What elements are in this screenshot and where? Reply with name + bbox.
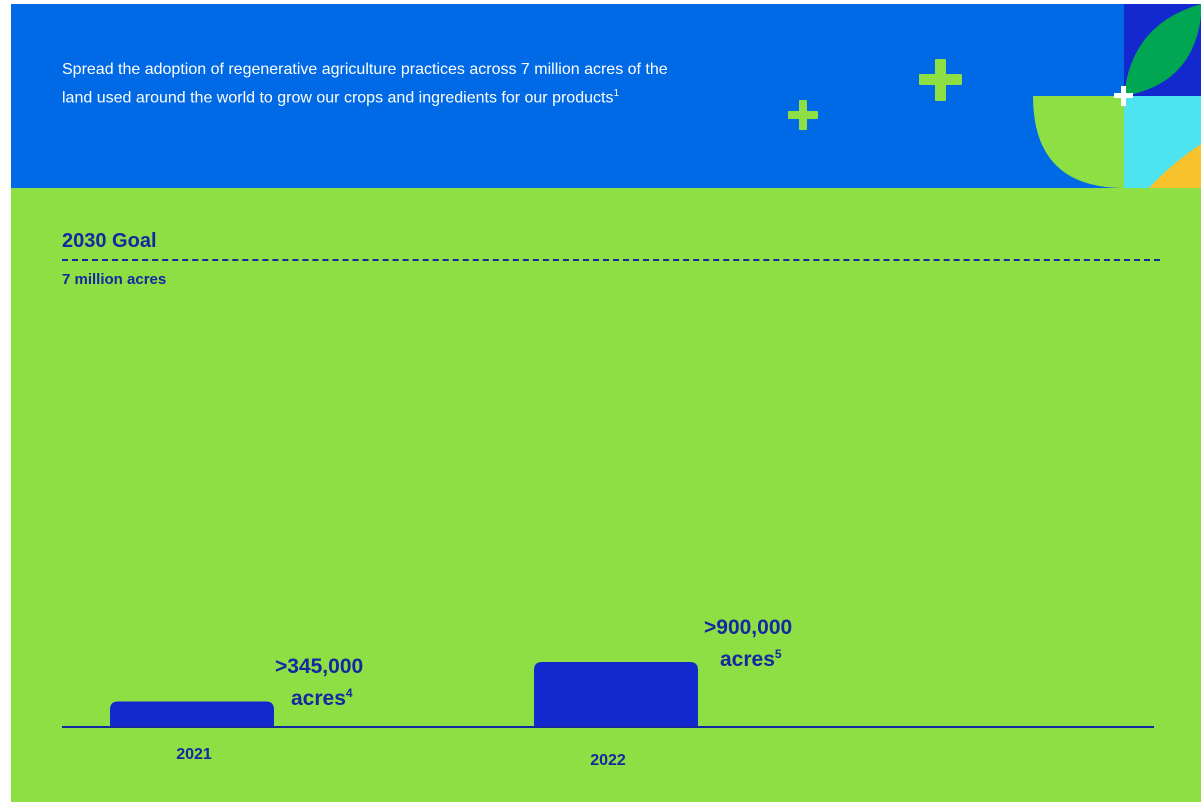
x-tick-label-2022: 2022 [590, 752, 626, 769]
leaf-icon [1124, 4, 1201, 96]
data-label-2022: >900,000 acres5 [704, 616, 793, 671]
leaf-icon [1033, 96, 1124, 188]
goal-value: 7 million acres [62, 271, 167, 288]
header-banner: Spread the adoption of regenerative agri… [11, 4, 1201, 188]
data-label-2021: >345,000 acres4 [275, 655, 364, 711]
footnote-marker: 1 [613, 88, 619, 99]
goal-dashed-line [62, 259, 1160, 261]
plus-icon [1114, 86, 1133, 106]
goal-card: Spread the adoption of regenerative agri… [11, 4, 1201, 802]
plus-icon [919, 59, 962, 101]
plus-icon [788, 100, 818, 130]
x-tick-label-2021: 2021 [176, 746, 212, 763]
decorative-graphic [788, 4, 1201, 188]
goal-title: 2030 Goal [62, 230, 157, 252]
bar-2022 [534, 662, 698, 726]
bar-2021 [110, 701, 274, 726]
bar-chart [62, 662, 1154, 728]
goal-description: Spread the adoption of regenerative agri… [62, 61, 668, 107]
